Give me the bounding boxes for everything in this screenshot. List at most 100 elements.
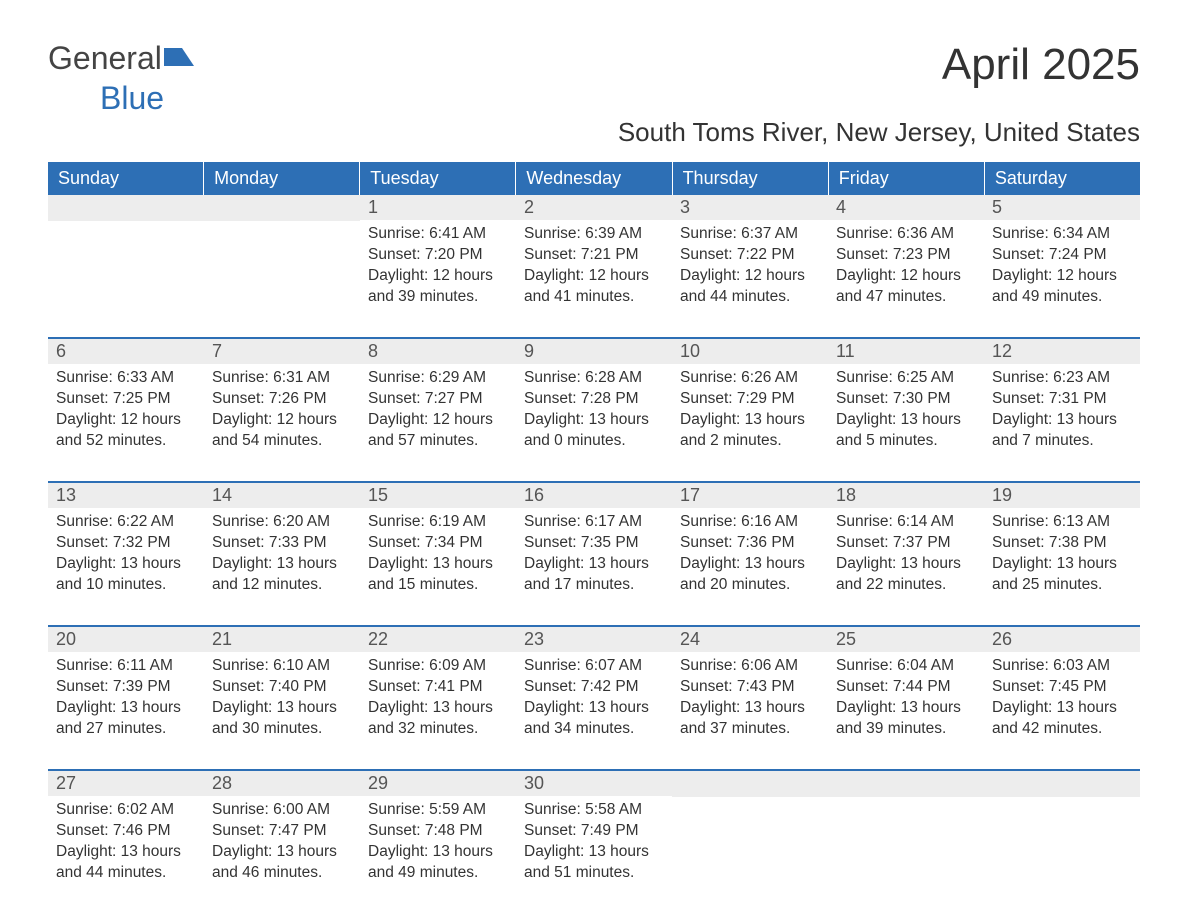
sunset-line: Sunset: 7:48 PM bbox=[368, 821, 508, 842]
sunrise-line: Sunrise: 6:34 AM bbox=[992, 224, 1132, 245]
sunset-line: Sunset: 7:23 PM bbox=[836, 245, 976, 266]
sunrise-line: Sunrise: 5:58 AM bbox=[524, 800, 664, 821]
daylight-line: Daylight: 13 hours and 2 minutes. bbox=[680, 410, 820, 452]
day-number: 28 bbox=[204, 771, 360, 796]
week-spacer bbox=[48, 753, 1140, 769]
day-details: Sunrise: 6:09 AMSunset: 7:41 PMDaylight:… bbox=[360, 652, 516, 750]
sunset-line: Sunset: 7:41 PM bbox=[368, 677, 508, 698]
sunset-line: Sunset: 7:30 PM bbox=[836, 389, 976, 410]
calendar-day: 29Sunrise: 5:59 AMSunset: 7:48 PMDayligh… bbox=[360, 771, 516, 897]
calendar-day: 23Sunrise: 6:07 AMSunset: 7:42 PMDayligh… bbox=[516, 627, 672, 753]
daylight-line: Daylight: 13 hours and 27 minutes. bbox=[56, 698, 196, 740]
sunrise-line: Sunrise: 6:04 AM bbox=[836, 656, 976, 677]
sunrise-line: Sunrise: 6:31 AM bbox=[212, 368, 352, 389]
page-title: April 2025 bbox=[942, 40, 1140, 90]
day-details: Sunrise: 5:59 AMSunset: 7:48 PMDaylight:… bbox=[360, 796, 516, 894]
calendar-day: 4Sunrise: 6:36 AMSunset: 7:23 PMDaylight… bbox=[828, 195, 984, 321]
sunset-line: Sunset: 7:27 PM bbox=[368, 389, 508, 410]
sunset-line: Sunset: 7:46 PM bbox=[56, 821, 196, 842]
day-details: Sunrise: 6:00 AMSunset: 7:47 PMDaylight:… bbox=[204, 796, 360, 894]
day-details: Sunrise: 6:13 AMSunset: 7:38 PMDaylight:… bbox=[984, 508, 1140, 606]
calendar-day: 11Sunrise: 6:25 AMSunset: 7:30 PMDayligh… bbox=[828, 339, 984, 465]
day-number: 1 bbox=[360, 195, 516, 220]
calendar-day: 15Sunrise: 6:19 AMSunset: 7:34 PMDayligh… bbox=[360, 483, 516, 609]
day-details: Sunrise: 6:19 AMSunset: 7:34 PMDaylight:… bbox=[360, 508, 516, 606]
sunrise-line: Sunrise: 6:11 AM bbox=[56, 656, 196, 677]
day-details: Sunrise: 6:33 AMSunset: 7:25 PMDaylight:… bbox=[48, 364, 204, 462]
day-number: 30 bbox=[516, 771, 672, 796]
weekday-header: Wednesday bbox=[516, 162, 672, 195]
day-details: Sunrise: 6:37 AMSunset: 7:22 PMDaylight:… bbox=[672, 220, 828, 318]
day-details: Sunrise: 6:28 AMSunset: 7:28 PMDaylight:… bbox=[516, 364, 672, 462]
calendar-day: 2Sunrise: 6:39 AMSunset: 7:21 PMDaylight… bbox=[516, 195, 672, 321]
sunset-line: Sunset: 7:44 PM bbox=[836, 677, 976, 698]
day-details: Sunrise: 6:31 AMSunset: 7:26 PMDaylight:… bbox=[204, 364, 360, 462]
sunrise-line: Sunrise: 6:03 AM bbox=[992, 656, 1132, 677]
sunset-line: Sunset: 7:39 PM bbox=[56, 677, 196, 698]
calendar-day: 19Sunrise: 6:13 AMSunset: 7:38 PMDayligh… bbox=[984, 483, 1140, 609]
sunrise-line: Sunrise: 6:23 AM bbox=[992, 368, 1132, 389]
weekday-header: Saturday bbox=[985, 162, 1140, 195]
day-number: 20 bbox=[48, 627, 204, 652]
daylight-line: Daylight: 13 hours and 49 minutes. bbox=[368, 842, 508, 884]
day-number: 18 bbox=[828, 483, 984, 508]
day-number: 8 bbox=[360, 339, 516, 364]
daylight-line: Daylight: 13 hours and 15 minutes. bbox=[368, 554, 508, 596]
calendar-week: 27Sunrise: 6:02 AMSunset: 7:46 PMDayligh… bbox=[48, 769, 1140, 897]
day-details: Sunrise: 6:39 AMSunset: 7:21 PMDaylight:… bbox=[516, 220, 672, 318]
day-number: 13 bbox=[48, 483, 204, 508]
day-number bbox=[48, 195, 204, 221]
day-number: 24 bbox=[672, 627, 828, 652]
calendar-day bbox=[984, 771, 1140, 897]
calendar: SundayMondayTuesdayWednesdayThursdayFrid… bbox=[48, 162, 1140, 897]
sunset-line: Sunset: 7:22 PM bbox=[680, 245, 820, 266]
calendar-day: 13Sunrise: 6:22 AMSunset: 7:32 PMDayligh… bbox=[48, 483, 204, 609]
sunset-line: Sunset: 7:26 PM bbox=[212, 389, 352, 410]
weekday-header: Sunday bbox=[48, 162, 204, 195]
day-details: Sunrise: 6:23 AMSunset: 7:31 PMDaylight:… bbox=[984, 364, 1140, 462]
sunset-line: Sunset: 7:37 PM bbox=[836, 533, 976, 554]
sunrise-line: Sunrise: 6:02 AM bbox=[56, 800, 196, 821]
day-number: 17 bbox=[672, 483, 828, 508]
sunset-line: Sunset: 7:24 PM bbox=[992, 245, 1132, 266]
daylight-line: Daylight: 13 hours and 30 minutes. bbox=[212, 698, 352, 740]
day-number: 22 bbox=[360, 627, 516, 652]
calendar-day: 24Sunrise: 6:06 AMSunset: 7:43 PMDayligh… bbox=[672, 627, 828, 753]
daylight-line: Daylight: 13 hours and 17 minutes. bbox=[524, 554, 664, 596]
sunrise-line: Sunrise: 6:22 AM bbox=[56, 512, 196, 533]
day-number: 29 bbox=[360, 771, 516, 796]
calendar-day: 17Sunrise: 6:16 AMSunset: 7:36 PMDayligh… bbox=[672, 483, 828, 609]
sunset-line: Sunset: 7:49 PM bbox=[524, 821, 664, 842]
sunset-line: Sunset: 7:21 PM bbox=[524, 245, 664, 266]
day-number bbox=[672, 771, 828, 797]
day-number: 23 bbox=[516, 627, 672, 652]
sunrise-line: Sunrise: 6:39 AM bbox=[524, 224, 664, 245]
daylight-line: Daylight: 12 hours and 41 minutes. bbox=[524, 266, 664, 308]
sunset-line: Sunset: 7:25 PM bbox=[56, 389, 196, 410]
day-details: Sunrise: 6:14 AMSunset: 7:37 PMDaylight:… bbox=[828, 508, 984, 606]
sunrise-line: Sunrise: 6:33 AM bbox=[56, 368, 196, 389]
day-number bbox=[828, 771, 984, 797]
calendar-week: 6Sunrise: 6:33 AMSunset: 7:25 PMDaylight… bbox=[48, 337, 1140, 465]
logo-flag-icon bbox=[164, 44, 194, 66]
calendar-day: 10Sunrise: 6:26 AMSunset: 7:29 PMDayligh… bbox=[672, 339, 828, 465]
calendar-day bbox=[672, 771, 828, 897]
weekday-header: Thursday bbox=[673, 162, 829, 195]
sunset-line: Sunset: 7:36 PM bbox=[680, 533, 820, 554]
calendar-day: 26Sunrise: 6:03 AMSunset: 7:45 PMDayligh… bbox=[984, 627, 1140, 753]
sunrise-line: Sunrise: 6:14 AM bbox=[836, 512, 976, 533]
day-details: Sunrise: 6:02 AMSunset: 7:46 PMDaylight:… bbox=[48, 796, 204, 894]
daylight-line: Daylight: 13 hours and 51 minutes. bbox=[524, 842, 664, 884]
day-number: 3 bbox=[672, 195, 828, 220]
daylight-line: Daylight: 13 hours and 0 minutes. bbox=[524, 410, 664, 452]
sunrise-line: Sunrise: 6:26 AM bbox=[680, 368, 820, 389]
daylight-line: Daylight: 13 hours and 32 minutes. bbox=[368, 698, 508, 740]
weekday-header: Monday bbox=[204, 162, 360, 195]
sunrise-line: Sunrise: 6:37 AM bbox=[680, 224, 820, 245]
calendar-day: 8Sunrise: 6:29 AMSunset: 7:27 PMDaylight… bbox=[360, 339, 516, 465]
day-number: 10 bbox=[672, 339, 828, 364]
day-details: Sunrise: 6:17 AMSunset: 7:35 PMDaylight:… bbox=[516, 508, 672, 606]
day-details: Sunrise: 6:41 AMSunset: 7:20 PMDaylight:… bbox=[360, 220, 516, 318]
calendar-day: 16Sunrise: 6:17 AMSunset: 7:35 PMDayligh… bbox=[516, 483, 672, 609]
sunrise-line: Sunrise: 6:06 AM bbox=[680, 656, 820, 677]
